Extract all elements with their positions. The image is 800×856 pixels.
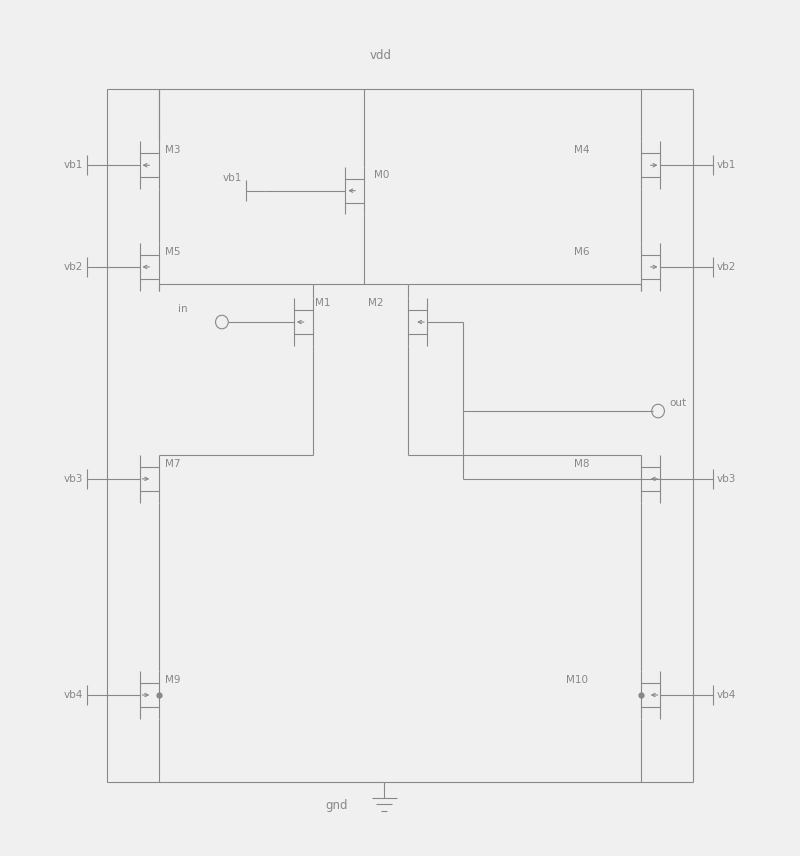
Text: in: in — [178, 305, 188, 314]
Text: vb3: vb3 — [717, 474, 736, 484]
Text: vdd: vdd — [370, 49, 391, 62]
Text: M6: M6 — [574, 247, 590, 257]
Text: M2: M2 — [368, 299, 384, 308]
Text: M3: M3 — [165, 145, 180, 155]
Text: vb2: vb2 — [717, 262, 736, 272]
Text: gnd: gnd — [326, 799, 348, 811]
Text: vb3: vb3 — [64, 474, 83, 484]
Text: vb2: vb2 — [64, 262, 83, 272]
Text: vb1: vb1 — [64, 160, 83, 170]
Text: vb4: vb4 — [717, 690, 736, 700]
Text: M1: M1 — [315, 299, 330, 308]
Text: M0: M0 — [374, 170, 390, 181]
Text: out: out — [669, 397, 686, 407]
Text: vb1: vb1 — [222, 173, 242, 183]
Text: M4: M4 — [574, 145, 590, 155]
Text: M7: M7 — [165, 459, 180, 468]
Text: vb1: vb1 — [717, 160, 736, 170]
Text: M5: M5 — [165, 247, 180, 257]
Text: vb4: vb4 — [64, 690, 83, 700]
Text: M10: M10 — [566, 675, 588, 685]
Text: M9: M9 — [165, 675, 180, 685]
Text: M8: M8 — [574, 459, 590, 468]
